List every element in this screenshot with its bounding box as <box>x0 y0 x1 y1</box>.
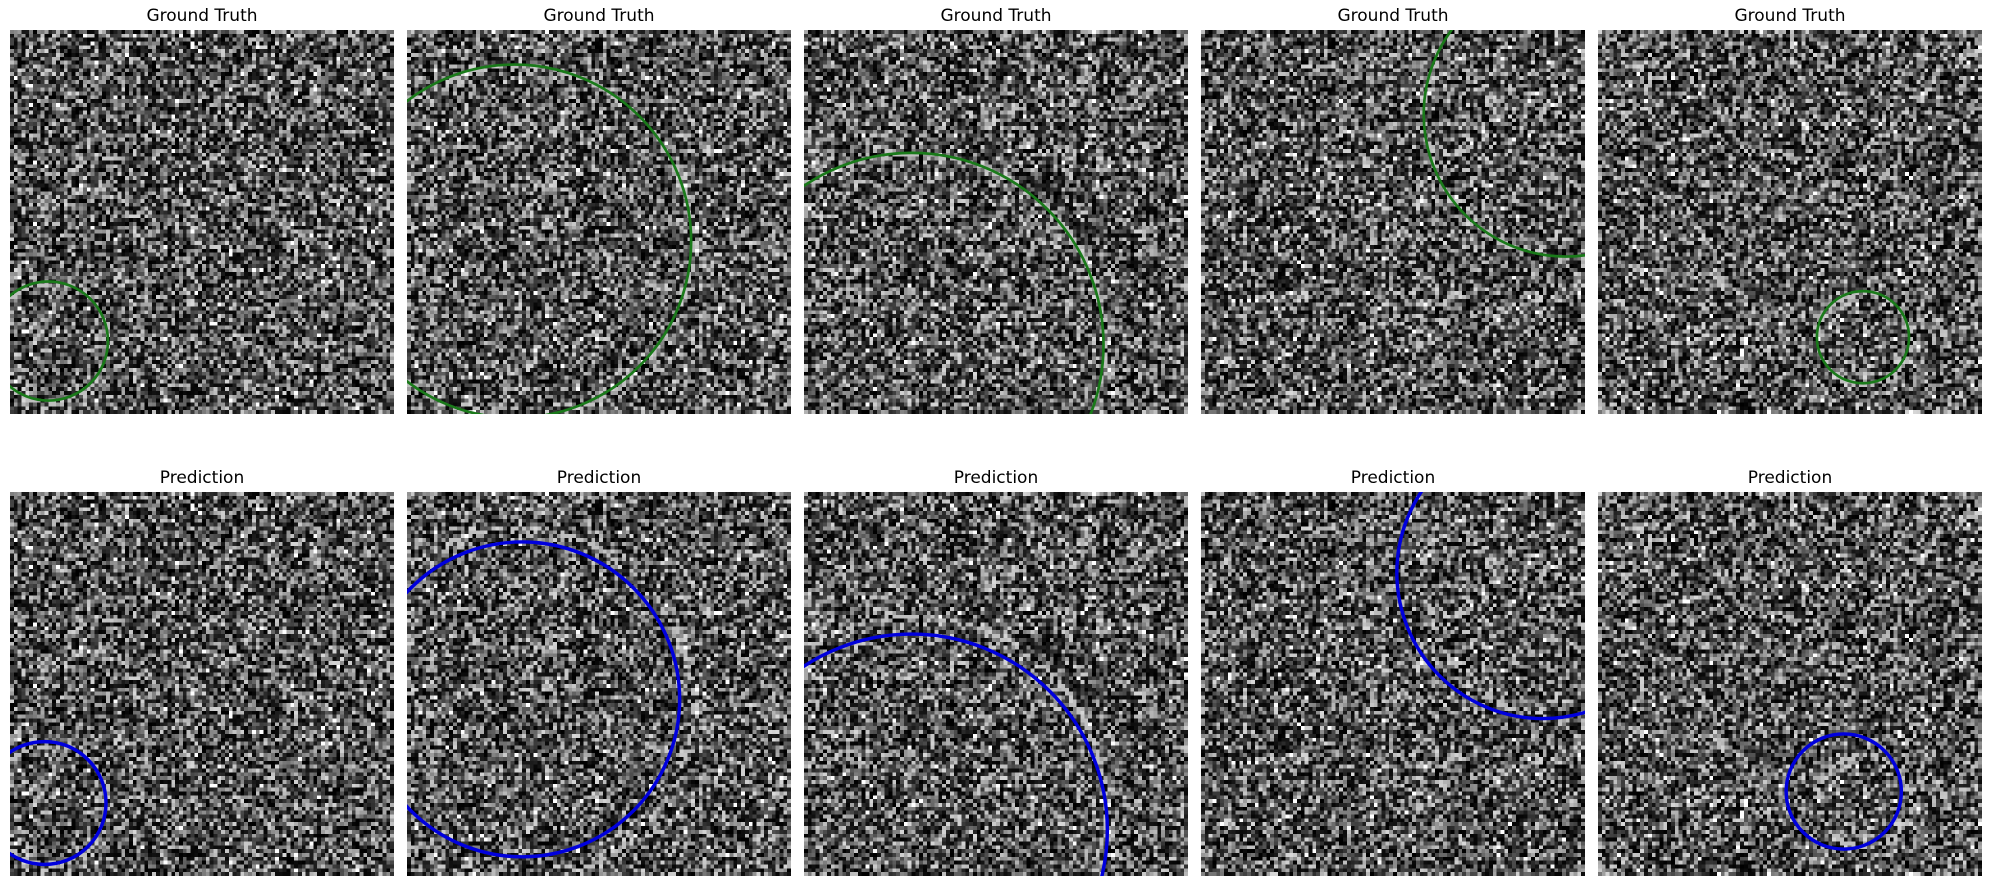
title-ground-truth-4: Ground Truth <box>1337 6 1449 26</box>
noise-image <box>804 492 1188 876</box>
title-prediction-4: Prediction <box>1350 468 1436 488</box>
ground-truth-circle <box>10 280 110 402</box>
title-prediction-5: Prediction <box>1747 468 1833 488</box>
title-ground-truth-2: Ground Truth <box>543 6 655 26</box>
noise-image <box>1201 30 1585 414</box>
noise-image <box>10 492 394 876</box>
circle-overlay <box>1422 30 1585 258</box>
noise-image <box>10 30 394 414</box>
ground-truth-panel-2 <box>407 30 791 414</box>
prediction-circle <box>1784 732 1904 851</box>
ground-truth-panel-3 <box>804 30 1188 414</box>
title-prediction-3: Prediction <box>953 468 1039 488</box>
circle-overlay <box>1815 289 1911 385</box>
ground-truth-circle <box>1815 289 1911 385</box>
ground-truth-circle <box>1422 30 1585 258</box>
noise-image <box>1201 492 1585 876</box>
prediction-panel-4 <box>1201 492 1585 876</box>
title-ground-truth-5: Ground Truth <box>1734 6 1846 26</box>
noise-image <box>1598 30 1982 414</box>
prediction-panel-1 <box>10 492 394 876</box>
title-ground-truth-1: Ground Truth <box>146 6 258 26</box>
noise-image <box>407 30 791 414</box>
circle-overlay <box>1784 732 1904 851</box>
prediction-circle <box>1395 492 1585 721</box>
circle-overlay <box>10 739 108 867</box>
ground-truth-panel-5 <box>1598 30 1982 414</box>
noise-image <box>804 30 1188 414</box>
prediction-panel-5 <box>1598 492 1982 876</box>
circle-overlay <box>1395 492 1585 721</box>
prediction-circle <box>10 739 108 867</box>
prediction-panel-2 <box>407 492 791 876</box>
ground-truth-circle <box>804 151 1105 414</box>
prediction-panel-3 <box>804 492 1188 876</box>
ground-truth-panel-4 <box>1201 30 1585 414</box>
prediction-circle <box>407 540 682 859</box>
title-ground-truth-3: Ground Truth <box>940 6 1052 26</box>
circle-overlay <box>407 63 693 414</box>
noise-image <box>407 492 791 876</box>
circle-overlay <box>10 280 110 402</box>
circle-overlay <box>804 151 1105 414</box>
title-prediction-1: Prediction <box>159 468 245 488</box>
circle-overlay <box>407 540 682 859</box>
ground-truth-panel-1 <box>10 30 394 414</box>
ground-truth-circle <box>407 63 693 414</box>
prediction-circle <box>804 632 1110 876</box>
circle-overlay <box>804 632 1110 876</box>
title-prediction-2: Prediction <box>556 468 642 488</box>
